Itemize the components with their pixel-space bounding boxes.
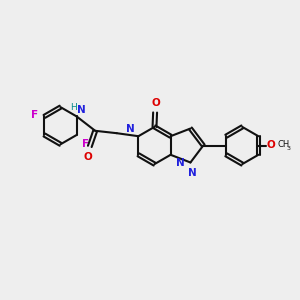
Text: N: N [77,105,86,115]
Text: O: O [266,140,275,151]
Text: O: O [84,152,93,162]
Text: H: H [70,103,77,112]
Text: N: N [176,158,185,168]
Text: N: N [126,124,135,134]
Text: CH: CH [278,140,290,149]
Text: N: N [188,168,196,178]
Text: F: F [82,139,89,149]
Text: F: F [31,110,38,120]
Text: 3: 3 [287,146,291,151]
Text: O: O [152,98,160,108]
